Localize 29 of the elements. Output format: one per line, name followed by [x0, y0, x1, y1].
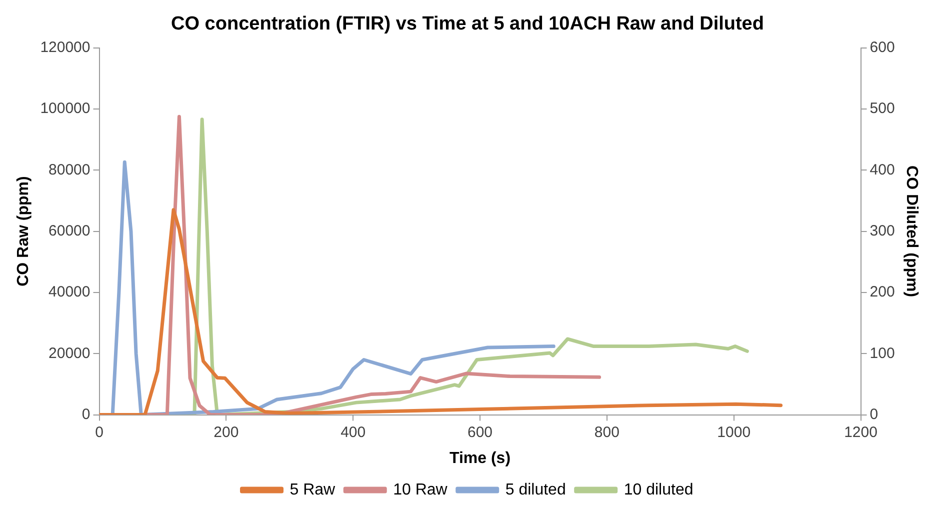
- x-tick-label: 1000: [717, 424, 751, 441]
- y2-tick-label: 0: [870, 406, 878, 423]
- y-tick-label: 100000: [40, 100, 90, 118]
- chart-title: CO concentration (FTIR) vs Time at 5 and 10ACH Raw and Diluted: [171, 14, 764, 35]
- y-tick-label: 80000: [48, 161, 90, 178]
- y-tick-label: 60000: [48, 222, 90, 240]
- y2-tick-label: 600: [870, 38, 895, 56]
- y-tick-label: 20000: [48, 344, 90, 362]
- y2-tick-label: 500: [870, 100, 895, 118]
- legend-label: 5 diluted: [505, 481, 566, 498]
- legend-label: 5 Raw: [290, 481, 336, 498]
- x-tick-label: 600: [468, 424, 493, 441]
- x-tick-label: 0: [95, 424, 104, 441]
- y-tick-label: 40000: [48, 284, 90, 301]
- legend-label: 10 diluted: [624, 481, 694, 498]
- legend-label: 10 Raw: [393, 481, 448, 498]
- x-tick-label: 400: [340, 424, 366, 441]
- x-tick-label: 200: [214, 424, 239, 441]
- y-tick-label: 120000: [40, 38, 90, 56]
- y-tick-label: 0: [82, 406, 90, 423]
- y-axis-title: CO Raw (ppm): [15, 176, 32, 286]
- y2-axis-title: CO Diluted (ppm): [902, 166, 920, 298]
- y2-tick-label: 400: [870, 161, 895, 178]
- y2-tick-label: 200: [870, 284, 895, 301]
- x-tick-label: 1200: [844, 424, 878, 441]
- x-axis-title: Time (s): [449, 450, 511, 467]
- x-tick-label: 800: [594, 424, 620, 441]
- y2-tick-label: 300: [870, 222, 895, 240]
- y2-tick-label: 100: [870, 344, 895, 362]
